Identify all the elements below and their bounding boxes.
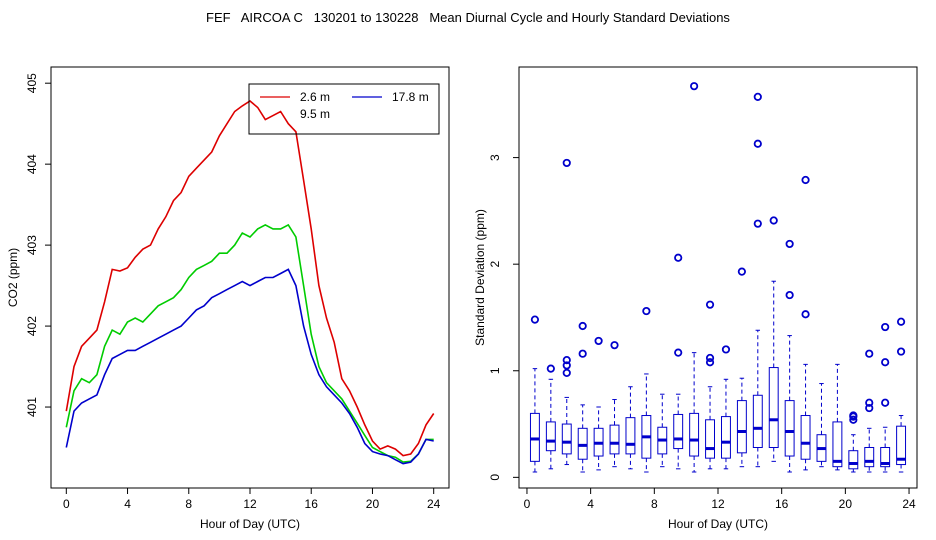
box-outlier bbox=[801, 175, 810, 185]
x-tick-label: 20 bbox=[839, 497, 853, 511]
box-body bbox=[545, 421, 556, 452]
x-tick-label: 4 bbox=[124, 497, 131, 511]
x-tick-label: 8 bbox=[185, 497, 192, 511]
legend-label: 17.8 m bbox=[392, 90, 429, 104]
box-outlier bbox=[690, 82, 699, 91]
y-tick-label: 1 bbox=[488, 367, 502, 374]
series-line-95m bbox=[65, 223, 434, 463]
box-outlier bbox=[674, 348, 683, 357]
x-tick-label: 16 bbox=[305, 497, 319, 511]
box-outlier bbox=[753, 219, 762, 228]
box-outlier bbox=[896, 317, 906, 326]
box-outlier bbox=[785, 239, 794, 249]
box-outlier bbox=[865, 398, 874, 407]
box-outlier bbox=[642, 306, 651, 316]
box-outlier bbox=[881, 398, 890, 407]
box-outlier bbox=[674, 253, 683, 262]
box-outlier bbox=[562, 368, 571, 377]
box-outlier bbox=[705, 358, 715, 367]
box-body bbox=[848, 450, 859, 470]
y-tick-label: 401 bbox=[25, 397, 39, 417]
box-outlier bbox=[849, 415, 858, 424]
x-axis-label: Hour of Day (UTC) bbox=[200, 517, 300, 531]
box-outlier bbox=[865, 349, 874, 358]
x-axis-label: Hour of Day (UTC) bbox=[668, 517, 768, 531]
x-tick-label: 0 bbox=[524, 497, 531, 511]
box-body bbox=[736, 400, 747, 454]
series-line-178m bbox=[65, 268, 434, 465]
x-tick-label: 12 bbox=[711, 497, 725, 511]
box-outlier bbox=[881, 358, 890, 367]
box-body bbox=[896, 425, 907, 466]
y-axis-label: CO2 (ppm) bbox=[6, 248, 20, 307]
y-tick-label: 402 bbox=[25, 316, 39, 336]
box-outlier bbox=[705, 300, 715, 309]
y-tick-label: 0 bbox=[488, 474, 502, 481]
box-body bbox=[880, 446, 891, 468]
x-tick-label: 24 bbox=[427, 497, 441, 511]
box-outlier bbox=[881, 322, 890, 332]
plot-frame bbox=[518, 66, 918, 489]
box-outlier bbox=[849, 411, 858, 420]
box-body bbox=[832, 421, 843, 468]
legend-label: 2.6 m bbox=[300, 90, 330, 104]
box-body bbox=[625, 417, 636, 455]
box-outlier bbox=[769, 216, 778, 225]
box-body bbox=[673, 413, 684, 450]
box-body bbox=[609, 424, 620, 455]
box-outlier bbox=[546, 364, 555, 373]
y-axis-label: Standard Deviation (ppm) bbox=[473, 209, 487, 346]
box-body bbox=[689, 412, 700, 457]
chart-title: FEF AIRCOA C 130201 to 130228 Mean Diurn… bbox=[206, 10, 730, 25]
legend-label: 9.5 m bbox=[300, 107, 330, 121]
box-body bbox=[768, 367, 779, 448]
box-outlier bbox=[578, 321, 587, 331]
box-outlier bbox=[801, 310, 810, 319]
x-tick-label: 4 bbox=[587, 497, 594, 511]
box-outlier bbox=[753, 92, 762, 101]
x-tick-label: 16 bbox=[775, 497, 789, 511]
series-line-26m bbox=[65, 100, 435, 457]
box-body bbox=[721, 416, 731, 459]
box-outlier bbox=[753, 139, 762, 148]
x-tick-label: 8 bbox=[651, 497, 658, 511]
box-body bbox=[705, 419, 715, 459]
co2-line-chart: 0 4 8 12 16 20 24 401 402 403 404 405 Hour of Day (U… bbox=[6, 66, 450, 531]
box-outlier bbox=[562, 361, 571, 370]
box-body bbox=[752, 394, 763, 448]
box-body bbox=[800, 415, 811, 460]
box-body bbox=[561, 423, 572, 455]
box-body bbox=[577, 427, 588, 460]
y-tick-label: 3 bbox=[488, 154, 502, 161]
box-outlier bbox=[610, 341, 619, 350]
box-outlier bbox=[721, 345, 731, 354]
x-tick-label: 12 bbox=[243, 497, 257, 511]
box-body bbox=[864, 446, 875, 468]
box-outlier bbox=[578, 349, 587, 358]
box-outlier bbox=[785, 290, 794, 300]
box-outlier bbox=[705, 353, 715, 363]
box-outlier bbox=[594, 336, 603, 346]
box-outlier bbox=[562, 356, 571, 365]
box-outlier bbox=[865, 403, 874, 413]
x-tick-label: 20 bbox=[366, 497, 380, 511]
x-tick-label: 0 bbox=[63, 497, 70, 511]
y-tick-label: 404 bbox=[25, 154, 39, 174]
legend-box bbox=[248, 83, 440, 135]
box-outlier bbox=[737, 267, 746, 276]
box-body bbox=[784, 400, 795, 457]
box-body bbox=[529, 412, 540, 462]
x-tick-label: 24 bbox=[902, 497, 916, 511]
y-tick-label: 405 bbox=[25, 73, 39, 93]
box-outlier bbox=[896, 347, 906, 356]
box-outlier bbox=[530, 315, 540, 324]
box-outlier bbox=[562, 158, 571, 168]
y-tick-label: 403 bbox=[25, 235, 39, 255]
y-tick-label: 2 bbox=[488, 261, 502, 268]
